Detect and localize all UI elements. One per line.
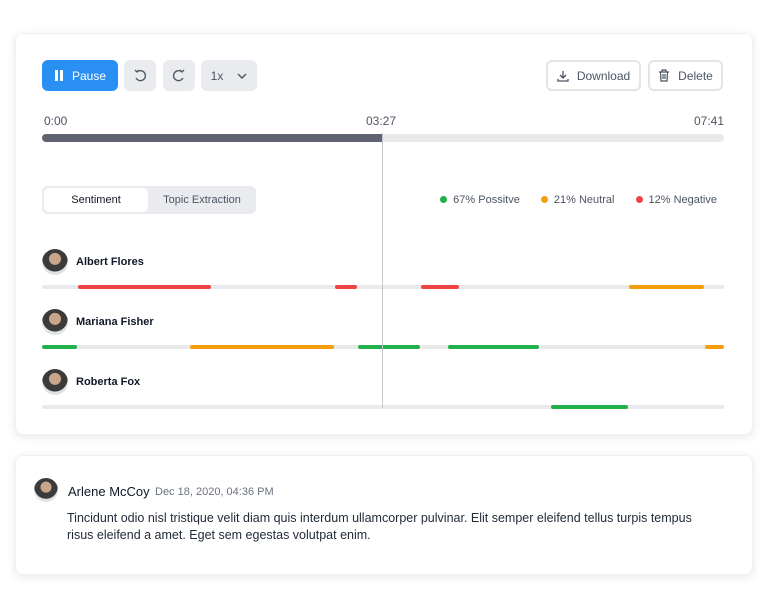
time-current: 03:27 <box>366 114 397 128</box>
segment <box>551 405 628 409</box>
speaker-name: Albert Flores <box>76 256 144 268</box>
tab[interactable]: Sentiment <box>44 188 148 212</box>
download-label: Download <box>576 68 631 83</box>
download-icon <box>557 70 569 82</box>
playhead <box>382 133 383 408</box>
segment <box>190 345 334 349</box>
delete-button[interactable]: Delete <box>648 60 723 91</box>
speaker-name: Roberta Fox <box>76 376 141 388</box>
player-card <box>15 33 753 435</box>
segment <box>705 345 724 349</box>
segment <box>335 285 357 289</box>
comment-author: Arlene McCoy <box>68 484 150 499</box>
legend-label: 12% Negative <box>648 194 718 206</box>
comment-date: Dec 18, 2020, 04:36 PM <box>155 486 274 498</box>
pause-icon <box>54 70 63 81</box>
segment <box>42 345 77 349</box>
pause-button[interactable]: Pause <box>42 60 118 91</box>
avatar <box>34 478 58 502</box>
rewind-button[interactable] <box>124 60 156 91</box>
segment <box>358 345 420 349</box>
legend: 67% Possitve 21% Neutral 12% Negative <box>422 194 717 206</box>
segment <box>78 285 211 289</box>
legend-label: 67% Possitve <box>453 194 520 206</box>
time-start: 0:00 <box>44 114 68 128</box>
tab-label: Sentiment <box>71 194 121 206</box>
delete-icon <box>659 69 670 82</box>
segment <box>421 285 459 289</box>
speaker-name: Mariana Fisher <box>76 316 154 328</box>
legend-dot <box>540 196 548 203</box>
progress-track[interactable] <box>42 134 724 142</box>
tab[interactable]: Topic Extraction <box>148 188 256 212</box>
time-end: 07:41 <box>694 114 725 128</box>
forward-icon <box>173 69 185 81</box>
avatar <box>42 249 68 275</box>
chevron <box>237 73 247 79</box>
rewind-icon <box>134 69 146 81</box>
delete-label: Delete <box>678 68 713 83</box>
forward-button[interactable] <box>163 60 195 91</box>
legend-dot <box>635 196 643 203</box>
legend-label: 21% Neutral <box>553 194 615 206</box>
speed-select[interactable]: 1x <box>201 60 257 91</box>
speed-label: 1x <box>210 68 224 83</box>
download-button[interactable]: Download <box>546 60 641 91</box>
pause-label: Pause <box>71 68 107 83</box>
avatar <box>42 309 68 335</box>
segment <box>448 345 539 349</box>
legend-dot <box>440 196 448 203</box>
avatar <box>42 369 68 395</box>
progress-fill <box>42 134 382 142</box>
tab-label: Topic Extraction <box>163 194 241 206</box>
speaker-track <box>42 405 724 409</box>
comment-text: Tincidunt odio nisl tristique velit diam… <box>67 511 692 542</box>
comment-card <box>15 455 753 575</box>
speaker-track <box>42 285 724 289</box>
segment <box>629 285 704 289</box>
